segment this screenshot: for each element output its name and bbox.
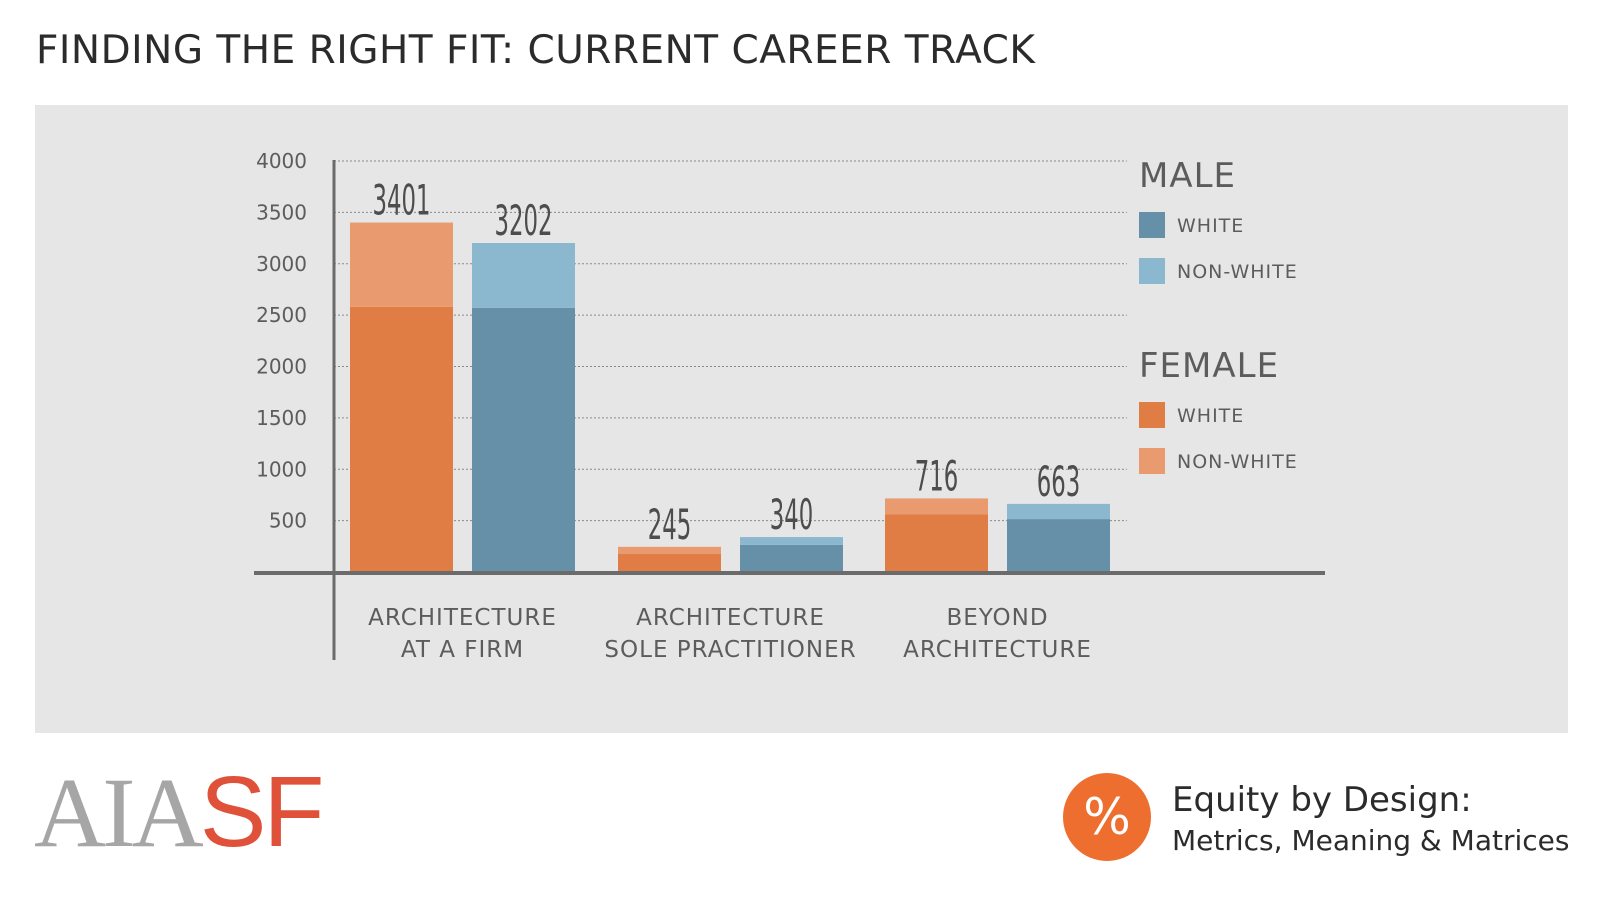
- legend-heading-female: FEMALE: [1139, 346, 1279, 386]
- legend-heading-male: MALE: [1139, 156, 1236, 196]
- category-label: ARCHITECTURE: [903, 637, 1092, 663]
- female-total-label: 716: [915, 451, 959, 500]
- category-label: AT A FIRM: [401, 637, 524, 663]
- y-tick-label: 1500: [256, 406, 307, 430]
- y-tick-label: 1000: [256, 457, 307, 481]
- female-non-white-bar: [885, 498, 988, 515]
- legend-swatch-male-non-white: [1139, 258, 1165, 284]
- y-tick-label: 4000: [256, 149, 307, 173]
- female-white-bar: [618, 554, 721, 572]
- bar-chart: 500 1000 1500 2000 2500 3000 3500 4000 3401 3202 A…: [254, 149, 1325, 663]
- percent-icon: %: [1063, 773, 1151, 861]
- y-tick-label: 500: [269, 509, 307, 533]
- y-tick-label: 2000: [256, 355, 307, 379]
- equity-subtitle: Metrics, Meaning & Matrices: [1172, 824, 1570, 857]
- male-non-white-bar: [740, 537, 843, 545]
- male-non-white-bar: [472, 242, 575, 308]
- equity-title: Equity by Design:: [1172, 780, 1472, 820]
- legend-swatch-female-white: [1139, 402, 1165, 428]
- y-tick-label: 3500: [256, 200, 307, 224]
- legend-swatch-female-non-white: [1139, 448, 1165, 474]
- category-label: ARCHITECTURE: [368, 605, 557, 631]
- category-label: ARCHITECTURE: [636, 605, 825, 631]
- male-white-bar: [740, 544, 843, 572]
- female-non-white-bar: [350, 222, 453, 307]
- logo-aia-text: AIA: [34, 757, 204, 868]
- female-total-label: 245: [648, 500, 692, 549]
- aiasf-logo: AIASF: [34, 762, 325, 863]
- male-total-label: 663: [1037, 457, 1081, 506]
- legend-label: WHITE: [1177, 405, 1244, 427]
- female-white-bar: [350, 306, 453, 572]
- y-tick-label: 2500: [256, 303, 307, 327]
- legend-label: NON-WHITE: [1177, 451, 1298, 473]
- legend-swatch-male-white: [1139, 212, 1165, 238]
- category-label: BEYOND: [946, 605, 1048, 631]
- male-total-label: 340: [770, 490, 814, 539]
- category-label: SOLE PRACTITIONER: [604, 637, 856, 663]
- logo-sf-text: SF: [199, 756, 325, 868]
- legend-label: WHITE: [1177, 215, 1244, 237]
- male-non-white-bar: [1007, 503, 1110, 520]
- female-total-label: 3401: [373, 176, 431, 225]
- male-white-bar: [472, 307, 575, 572]
- y-tick-label: 3000: [256, 252, 307, 276]
- female-white-bar: [885, 514, 988, 572]
- female-non-white-bar: [618, 546, 721, 555]
- male-white-bar: [1007, 519, 1110, 572]
- chart-panel: 500 1000 1500 2000 2500 3000 3500 4000 3401 3202 A…: [35, 105, 1568, 733]
- legend-label: NON-WHITE: [1177, 261, 1298, 283]
- male-total-label: 3202: [495, 196, 553, 245]
- page-title: FINDING THE RIGHT FIT: CURRENT CAREER TR…: [36, 28, 1036, 73]
